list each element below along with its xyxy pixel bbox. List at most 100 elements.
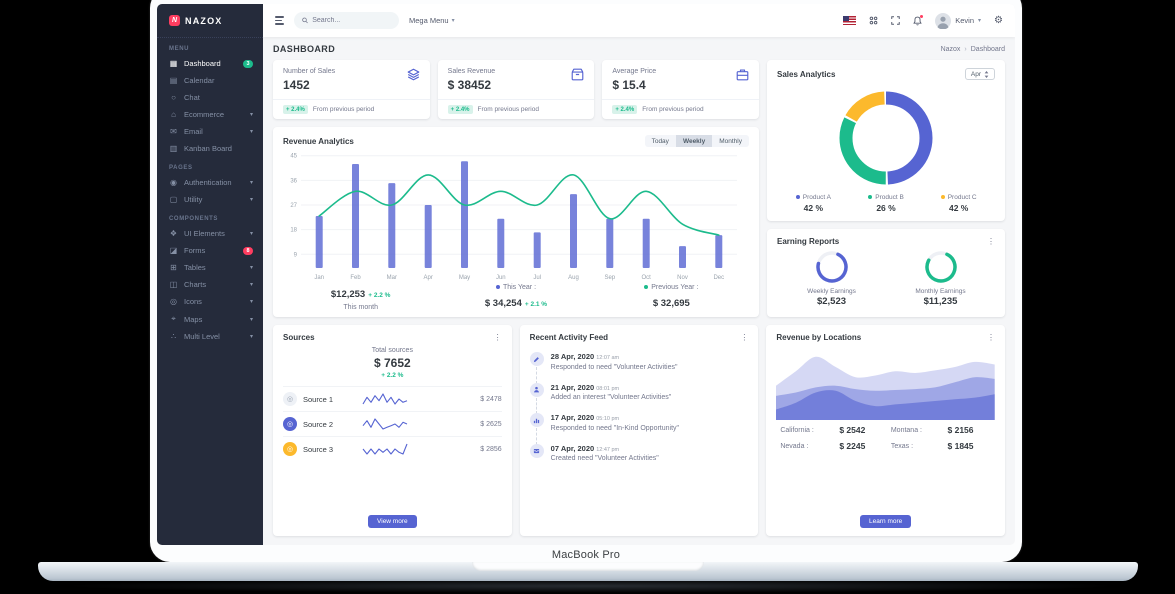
kebab-menu-icon[interactable]: ⋮ [493,332,502,342]
svg-text:Dec: Dec [713,275,724,281]
kebab-menu-icon[interactable]: ⋮ [987,332,996,342]
chat-icon: ○ [171,93,176,102]
search-box[interactable] [294,12,399,29]
sales-analytics-card: Sales Analytics Apr [767,60,1005,221]
sidebar-item-kanban-board[interactable]: ▥ Kanban Board [169,144,232,153]
feed-item: 07 Apr, 2020 12:47 pm Created need "Volun… [529,443,749,475]
chevron-down-icon: ▾ [249,316,253,323]
learn-more-button[interactable]: Learn more [860,515,912,528]
svg-text:May: May [459,275,470,281]
fullscreen-icon[interactable] [891,16,900,25]
card-title: Sources [283,333,315,342]
previous-year-label: Previous Year : [651,284,699,291]
tab-weekly[interactable]: Weekly [675,135,713,147]
breadcrumb: Nazox › Dashboard [941,46,1005,53]
dashboard-app: N NAZOX MENU ▦ Dashboard 3 ▤ Calendar [157,4,1015,545]
svg-text:Feb: Feb [350,275,361,281]
settings-gear-icon[interactable]: ⚙ [994,15,1003,26]
legend-dot [868,195,873,199]
menu-toggle-icon[interactable] [275,16,284,25]
sidebar-item-ecommerce[interactable]: ⌂ Ecommerce ▾ [157,106,263,123]
card-title: Revenue by Locations [776,333,862,342]
page-title: DASHBOARD [273,44,336,54]
svg-text:Apr: Apr [424,275,433,281]
sidebar-item-dashboard[interactable]: ▦ Dashboard 3 [157,55,263,72]
search-input[interactable] [312,17,391,24]
macbook-base [38,562,1138,581]
brand-logo[interactable]: N NAZOX [157,4,263,38]
delta-badge: + 2.4% [283,105,308,114]
sidebar-item-email[interactable]: ✉ Email ▾ [170,127,253,136]
source-1-icon: ◎ [283,392,297,406]
card-title: Revenue Analytics [283,136,354,146]
breadcrumb-current: Dashboard [970,45,1005,53]
stat-title: Number of Sales [283,68,336,75]
source-1-sparkline [361,392,409,406]
total-sources-delta: + 2.2 % [381,372,404,379]
weekly-earnings-radial [777,249,886,285]
this-year-dot [495,285,500,289]
device-label: MacBook Pro [551,549,621,561]
bell-icon[interactable] [913,14,924,26]
charts-icon: ◫ [169,280,178,289]
source-2-sparkline [361,417,409,431]
stat-card-average-price: Average Price $ 15.4 [602,60,760,119]
forms-icon: ◪ [169,246,178,255]
revenue-analytics-card: Revenue Analytics Today Weekly Monthly 9… [273,127,759,317]
feed-item: 28 Apr, 2020 12:07 am Responded to need "… [529,352,749,383]
feed-item: 17 Apr, 2020 05:10 pm Responded to need "… [529,413,749,444]
breadcrumb-root[interactable]: Nazox [940,45,961,53]
source-row[interactable]: ◎ Source 3 $ 2856 [283,436,502,461]
briefcase-icon [736,68,749,92]
sidebar-item-chat[interactable]: ○ Chat [157,89,263,106]
month-value: $12,253 [330,289,366,300]
user-icon [529,382,544,397]
locations-area-chart [776,346,996,420]
sales-donut-chart [832,84,940,192]
flag-us-icon[interactable] [843,16,857,25]
view-more-button[interactable]: View more [368,515,417,528]
sidebar-item-calendar[interactable]: ▤ Calendar [169,76,215,85]
sidebar-item-maps[interactable]: ⌖ Maps ▾ [157,310,263,328]
kebab-menu-icon[interactable]: ⋮ [987,236,995,246]
previous-year-dot [644,285,649,289]
source-row[interactable]: ◎ Source 2 $ 2625 [283,411,502,436]
card-title: Recent Activity Feed [529,333,609,342]
source-row[interactable]: ◎ Source 1 $ 2478 [283,386,502,411]
brand-logo-icon: N [169,15,180,26]
tab-today[interactable]: Today [644,135,676,147]
avatar [935,12,952,29]
chevron-down-icon: ▾ [249,299,253,305]
sidebar-item-authentication[interactable]: ◉ Authentication ▾ [170,178,253,187]
sidebar-item-forms[interactable]: ◪ Forms 8 [157,242,263,259]
icons-icon: ◎ [170,297,177,306]
sidebar-item-icons[interactable]: ◎ Icons ▾ [170,297,253,306]
sidebar-item-utility[interactable]: ▢ Utility ▾ [169,195,253,204]
sources-card: Sources ⋮ Total sources $ 7652 + 2.2 % ◎… [273,325,512,536]
chevron-down-icon: ▾ [978,18,982,24]
page-content: DASHBOARD Nazox › Dashboard [263,37,1015,545]
sidebar-item-multi-level[interactable]: ∴ Multi Level ▾ [170,332,253,341]
tables-icon: ⊞ [170,263,177,272]
mega-menu-dropdown[interactable]: Mega Menu ▾ [409,16,455,25]
stat-value: 1452 [283,78,310,92]
sidebar-item-ui-elements[interactable]: ❖ UI Elements ▾ [169,229,253,238]
apps-grid-icon[interactable] [869,16,878,25]
sidebar-item-charts[interactable]: ◫ Charts ▾ [169,280,253,289]
monthly-earnings-radial [886,249,995,285]
earning-reports-card: Earning Reports ⋮ Weekly Earnings $2,523 [767,229,1005,317]
kanban-icon: ▥ [169,144,178,153]
sidebar-item-tables[interactable]: ⊞ Tables ▾ [170,263,253,272]
user-menu[interactable]: Kevin ▾ [935,12,982,29]
topbar: Mega Menu ▾ [263,4,1015,37]
inbox-icon [529,443,544,458]
chevron-down-icon: ▾ [249,282,253,288]
ecommerce-icon: ⌂ [171,110,176,119]
multi-level-icon: ∴ [170,332,177,341]
stat-note: From previous period [312,106,375,113]
tab-monthly[interactable]: Monthly [712,135,749,147]
kebab-menu-icon[interactable]: ⋮ [740,332,749,342]
period-select[interactable]: Apr [964,68,995,80]
ui-elements-icon: ❖ [169,229,178,238]
chevron-down-icon: ▾ [249,112,253,118]
